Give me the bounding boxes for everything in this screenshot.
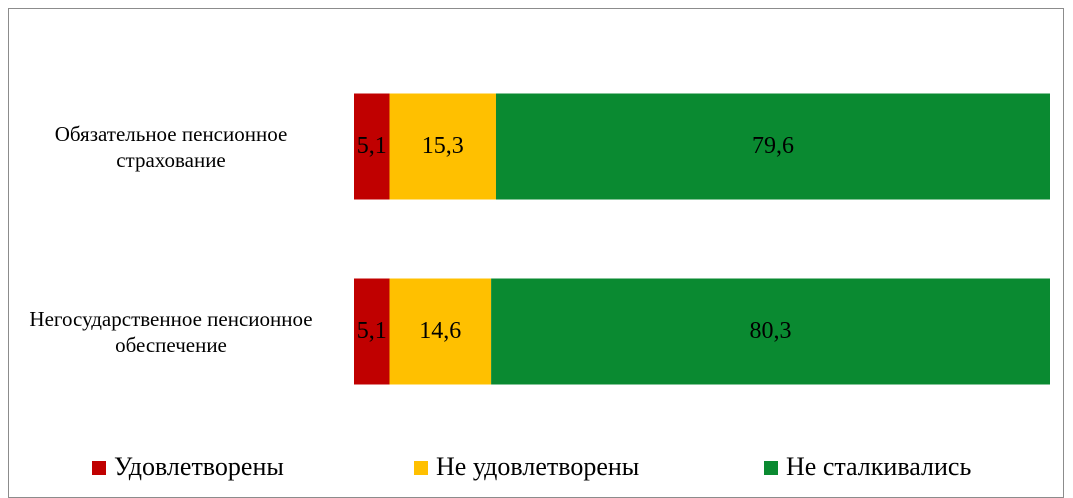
data-label: 5,1	[357, 133, 387, 159]
legend-swatch	[764, 461, 778, 475]
bar-segment	[354, 93, 390, 200]
chart: 5,1 15,3 79,6 5,1 14,6 80,3 Удовлетворены Не уд…	[92, 93, 1050, 481]
legend-swatch	[414, 461, 428, 475]
bar-segment	[491, 278, 1050, 385]
data-label: 14,6	[419, 318, 461, 344]
legend-label: Не удовлетворены	[436, 452, 639, 481]
bar-segment	[389, 93, 496, 200]
legend-label: Не сталкивались	[786, 452, 971, 481]
category-label: Обязательное пенсионное страхование	[54, 121, 288, 172]
bar-segment	[495, 93, 1050, 200]
data-label: 79,6	[752, 133, 794, 159]
data-label: 5,1	[357, 318, 387, 344]
bar-segment	[354, 278, 390, 385]
category-label: Негосударственное пенсионное обеспечение	[29, 306, 313, 357]
data-label: 80,3	[750, 318, 792, 344]
data-label: 15,3	[422, 133, 464, 159]
bar-segment	[389, 278, 492, 385]
legend-swatch	[92, 461, 106, 475]
legend-label: Удовлетворены	[114, 452, 284, 481]
page: {"chart_data": {"type": "bar", "horizont…	[8, 8, 1064, 498]
